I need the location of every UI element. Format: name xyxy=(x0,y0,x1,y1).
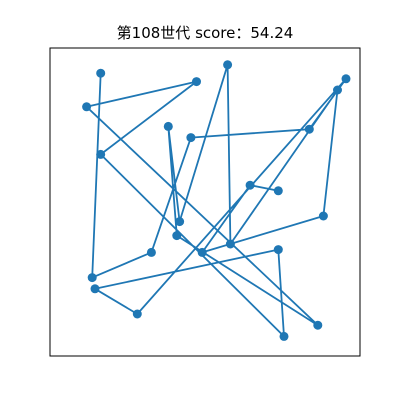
data-point xyxy=(146,247,156,257)
data-point xyxy=(318,211,328,221)
data-point xyxy=(279,331,289,341)
data-point xyxy=(175,217,185,227)
data-point xyxy=(333,85,342,95)
data-point xyxy=(90,284,100,294)
data-point xyxy=(96,68,106,78)
data-point xyxy=(245,180,255,190)
series-line xyxy=(85,63,347,338)
data-point xyxy=(197,247,207,257)
data-point xyxy=(225,239,235,249)
data-point xyxy=(186,133,196,143)
data-point xyxy=(87,273,97,283)
data-point xyxy=(341,74,351,84)
series-route xyxy=(82,60,351,341)
data-point xyxy=(163,121,173,131)
data-point xyxy=(273,186,283,196)
plot-frame xyxy=(49,47,361,357)
data-point xyxy=(96,149,106,159)
data-point xyxy=(172,231,182,241)
data-point xyxy=(192,77,201,87)
data-point xyxy=(304,124,314,134)
data-point xyxy=(313,320,323,330)
data-point xyxy=(132,309,142,319)
chart-title: 第108世代 score：54.24 xyxy=(117,24,294,42)
data-point xyxy=(273,245,283,255)
data-point xyxy=(223,60,233,70)
data-point xyxy=(82,102,92,112)
